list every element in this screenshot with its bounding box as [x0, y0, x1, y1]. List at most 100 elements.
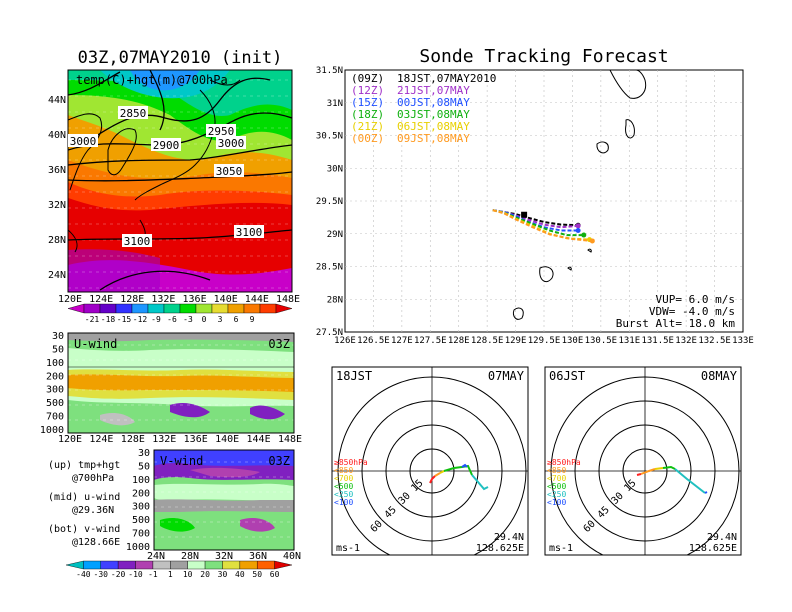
colorbar-tick: -6 — [167, 315, 177, 324]
pressure-tick-label: 200 — [132, 488, 150, 499]
colorbar-swatch — [179, 303, 197, 314]
note-line: (up) tmp+hgt — [48, 460, 120, 471]
pressure-tick-label: 1000 — [126, 542, 150, 553]
colorbar-swatch — [195, 303, 213, 314]
hodo-level-label: <700 — [547, 474, 566, 483]
temperature-height-map: 03Z,07MAY2010 (init) — [48, 48, 300, 324]
wind-colorbar-swatch — [239, 560, 258, 570]
lat-tick-label: 29.5N — [316, 197, 343, 207]
v-pressure-ticks: 30 50 100 200 300 500 700 1000 — [126, 448, 150, 553]
pressure-tick-label: 500 — [46, 398, 64, 409]
hodograph-trace — [662, 465, 676, 470]
wind-colorbar: -40 -30 -20 -10 -1 1 10 20 30 40 50 60 — [65, 560, 293, 579]
wind-colorbar-swatch — [222, 560, 241, 570]
lon-tick-label: 144E — [247, 434, 271, 445]
colorbar-swatch — [131, 303, 149, 314]
u-wind-label: U-wind — [74, 337, 117, 351]
lon-tick-label: 148E — [278, 434, 302, 445]
lon-tick-label: 132E — [151, 294, 175, 305]
hodo-level-label: <500 — [547, 482, 566, 491]
wind-colorbar-swatch — [187, 560, 206, 570]
colorbar-tick: -18 — [101, 315, 116, 324]
legend-time: 21JST,07MAY — [397, 84, 470, 97]
contour-label: 3000 — [70, 135, 97, 148]
pressure-tick-label: 100 — [132, 475, 150, 486]
colorbar-swatch — [67, 303, 85, 314]
colorbar-tick: -9 — [151, 315, 161, 324]
hodo-level-label: <250 — [547, 490, 566, 499]
wind-colorbar-tick: 10 — [183, 570, 193, 579]
lon-tick-label: 130.5E — [585, 336, 618, 346]
wind-colorbar-swatch — [204, 560, 223, 570]
v-wind-panel: V-wind 03Z 30 50 100 200 300 500 700 1000 24N 28… — [126, 448, 301, 562]
sonde-tracks — [492, 209, 595, 244]
hodograph-trace — [704, 491, 708, 494]
contour-label: 3100 — [236, 226, 263, 239]
lat-tick-label: 44N — [48, 95, 66, 106]
pressure-tick-label: 50 — [52, 344, 64, 355]
contour-label: 3100 — [124, 235, 151, 248]
pressure-tick-label: 30 — [138, 448, 150, 459]
lat-tick-label: 36N — [249, 551, 267, 562]
hodo-time: 18JST — [336, 369, 372, 383]
pressure-tick-label: 30 — [52, 331, 64, 342]
hodo-level-label: <100 — [547, 498, 566, 507]
colorbar-swatch — [83, 303, 101, 314]
lon-tick-label: 140E — [214, 294, 238, 305]
legend-time: 06JST,08MAY — [397, 120, 470, 133]
lon-tick-label: 120E — [58, 434, 82, 445]
hodograph-trace — [654, 467, 664, 470]
legend-code: (12Z) — [351, 84, 384, 97]
colorbar-swatch — [147, 303, 165, 314]
lat-tick-label: 40N — [283, 551, 301, 562]
lon-tick-label: 136E — [183, 294, 207, 305]
note-line: @700hPa — [72, 473, 114, 484]
hodo-level-label: <850 — [334, 466, 353, 475]
lat-tick-label: 24N — [48, 270, 66, 281]
pressure-tick-label: 100 — [46, 358, 64, 369]
colorbar-swatch — [259, 303, 277, 314]
wind-colorbar-tick: -30 — [94, 570, 109, 579]
v-wind-time: 03Z — [268, 454, 290, 468]
hodograph-trace — [434, 472, 441, 477]
lat-tick-label: 28N — [181, 551, 199, 562]
hodograph-frame — [544, 366, 742, 556]
launch-marker — [521, 211, 528, 218]
lon-tick-label: 128.5E — [471, 336, 504, 346]
wind-colorbar-tick: 1 — [168, 570, 173, 579]
lat-tick-label: 36N — [48, 165, 66, 176]
hodo-date: 08MAY — [701, 369, 738, 383]
track-line — [492, 209, 584, 237]
legend-code: (00Z) — [351, 132, 384, 145]
hodograph-trace — [636, 473, 642, 476]
colorbar-tick: -3 — [183, 315, 193, 324]
hodograph-trace — [461, 463, 468, 468]
wind-colorbar-tick: 40 — [235, 570, 245, 579]
grid — [345, 70, 743, 332]
lon-tick-label: 124E — [89, 434, 113, 445]
lon-tick-label: 130E — [562, 336, 584, 346]
u-pressure-ticks: 30 50 100 200 300 500 700 1000 — [40, 331, 64, 436]
lat-tick-label: 27.5N — [316, 328, 343, 338]
hodo-level-label: <500 — [334, 482, 353, 491]
track-legend: (09Z) 18JST,07MAY2010 (12Z) 21JST,07MAY (15Z… — [351, 72, 496, 145]
u-wind-time: 03Z — [268, 337, 290, 351]
lon-tick-label: 128E — [121, 434, 145, 445]
vdw-param: VDW= -4.0 m/s — [649, 305, 735, 318]
lat-tick-label: 40N — [48, 130, 66, 141]
map-title: 03Z,07MAY2010 (init) — [78, 48, 283, 68]
hodo-unit: ms-1 — [549, 543, 573, 554]
colorbar-swatch — [163, 303, 181, 314]
lon-tick-label: 128E — [120, 294, 144, 305]
colorbar-tick: 9 — [250, 315, 255, 324]
lon-tick-label: 132E — [152, 434, 176, 445]
lat-tick-label: 28N — [48, 235, 66, 246]
hodograph-trace — [674, 468, 706, 494]
lon-tick-label: 132.5E — [698, 336, 731, 346]
hodo-level-label: <700 — [334, 474, 353, 483]
sonde-track-map: Sonde Tracking Forecast (09Z) 18JST,07MAY… — [316, 46, 754, 346]
colorbar-swatch — [275, 303, 293, 314]
panel-notes: (up) tmp+hgt @700hPa (mid) u-wind @29.36… — [48, 460, 120, 548]
